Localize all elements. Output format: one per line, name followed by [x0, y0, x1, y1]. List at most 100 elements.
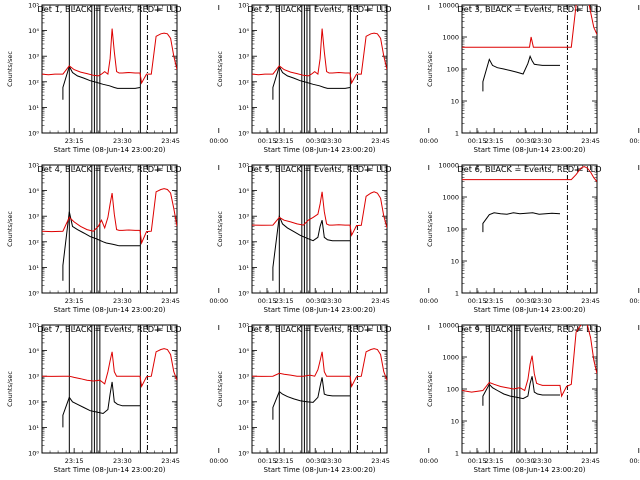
y-tick-label: 10²: [28, 238, 39, 246]
y-tick-label: 10⁴: [28, 187, 39, 195]
panel-title: Det 1, BLACK = Events, RED = LLD: [37, 4, 181, 14]
y-tick-label: 10⁴: [238, 347, 249, 355]
x-tick-label: 00:15: [468, 137, 487, 145]
panel-det-9: Det 9, BLACK = Events, RED = LLD Counts/s…: [426, 322, 640, 475]
x-tick-label: 00:00: [419, 297, 438, 305]
plot-frame: [251, 324, 388, 454]
y-tick-label: 1000: [442, 194, 459, 202]
x-tick-label: 23:45: [371, 457, 390, 465]
x-axis-label: Start Time (08-Jun-14 23:00:20): [474, 146, 586, 154]
y-tick-label: 1: [455, 450, 459, 458]
y-tick-label: 10¹: [238, 104, 249, 112]
panel-det-5: Det 5, BLACK = Events, RED = LLD Counts/s…: [216, 162, 535, 315]
series-line-lld: [252, 28, 387, 85]
y-tick-label: 10¹: [238, 424, 249, 432]
y-tick-label: 100: [447, 386, 459, 394]
y-tick-label: 10¹: [28, 264, 39, 272]
x-axis-label: Start Time (08-Jun-14 23:00:20): [54, 306, 166, 314]
y-tick-label: 10⁰: [28, 450, 39, 458]
attenuator-arrow-icon: [154, 166, 161, 172]
x-tick-label: 00:15: [258, 137, 277, 145]
y-tick-label: 10³: [28, 373, 39, 381]
series-line-events: [482, 212, 561, 233]
plot-frame: [251, 164, 388, 294]
x-tick-label: 00:15: [258, 457, 277, 465]
y-axis-label: Counts/sec: [6, 371, 14, 407]
series-line-lld: [462, 325, 597, 398]
x-tick-label: 00:30: [306, 137, 325, 145]
x-tick-label: 23:30: [323, 297, 342, 305]
x-tick-label: 00:30: [306, 297, 325, 305]
y-tick-label: 10¹: [28, 424, 39, 432]
x-tick-label: 23:15: [485, 297, 504, 305]
y-tick-label: 10⁰: [238, 290, 249, 298]
y-tick-label: 10⁴: [238, 27, 249, 35]
x-tick-label: 23:45: [371, 297, 390, 305]
series-line-lld: [462, 5, 597, 48]
y-tick-label: 10000: [438, 162, 459, 170]
x-tick-label: 23:15: [275, 457, 294, 465]
y-tick-label: 10: [451, 258, 459, 266]
x-tick-label: 00:30: [516, 457, 535, 465]
attenuator-arrow-icon: [364, 6, 371, 12]
x-tick-label: 00:00: [419, 137, 438, 145]
series-line-lld: [462, 165, 597, 183]
y-tick-label: 10⁵: [238, 162, 249, 170]
y-tick-label: 10²: [28, 398, 39, 406]
attenuator-arrow-icon: [364, 326, 371, 332]
x-tick-label: 23:15: [485, 137, 504, 145]
y-tick-label: 10³: [238, 213, 249, 221]
x-tick-label: 00:30: [516, 297, 535, 305]
panel-title: Det 2, BLACK = Events, RED = LLD: [247, 4, 391, 14]
series-line-lld: [42, 28, 177, 85]
x-tick-label: 23:45: [581, 297, 600, 305]
y-tick-label: 1: [455, 290, 459, 298]
y-tick-label: 10⁵: [28, 322, 39, 330]
y-tick-label: 10³: [28, 213, 39, 221]
y-tick-label: 10⁵: [238, 322, 249, 330]
x-axis-label: Start Time (08-Jun-14 23:00:20): [474, 466, 586, 474]
attenuator-arrow-icon: [154, 6, 161, 12]
x-tick-label: 23:30: [323, 457, 342, 465]
panel-title: Det 4, BLACK = Events, RED = LLD: [37, 164, 181, 174]
x-tick-label: 00:30: [306, 457, 325, 465]
y-tick-label: 10000: [438, 2, 459, 10]
y-tick-label: 10⁰: [28, 290, 39, 298]
y-tick-label: 10000: [438, 322, 459, 330]
x-tick-label: 00:15: [468, 457, 487, 465]
x-tick-label: 23:30: [113, 297, 132, 305]
attenuator-arrow-icon: [364, 166, 371, 172]
x-tick-label: 23:15: [275, 297, 294, 305]
y-axis-label: Counts/sec: [426, 211, 434, 247]
series-line-lld: [42, 188, 177, 245]
y-tick-label: 10²: [238, 238, 249, 246]
y-tick-label: 10³: [28, 53, 39, 61]
y-tick-label: 1: [455, 130, 459, 138]
y-tick-label: 10⁵: [28, 162, 39, 170]
panel-det-2: Det 2, BLACK = Events, RED = LLD Counts/s…: [216, 2, 535, 155]
panel-det-6: Det 6, BLACK = Events, RED = LLD Counts/s…: [426, 162, 640, 315]
panel-det-8: Det 8, BLACK = Events, RED = LLD Counts/s…: [216, 322, 535, 475]
y-tick-label: 10²: [238, 398, 249, 406]
x-axis-label: Start Time (08-Jun-14 23:00:20): [264, 466, 376, 474]
series-line-events: [272, 214, 350, 281]
x-tick-label: 23:45: [581, 457, 600, 465]
panel-det-1: Det 1, BLACK = Events, RED = LLD Counts/s…: [6, 2, 325, 155]
y-axis-label: Counts/sec: [216, 211, 224, 247]
y-tick-label: 10: [451, 98, 459, 106]
panel-title: Det 9, BLACK = Events, RED = LLD: [457, 324, 601, 334]
y-axis-label: Counts/sec: [216, 371, 224, 407]
y-tick-label: 100: [447, 226, 459, 234]
x-tick-label: 00:15: [468, 297, 487, 305]
x-tick-label: 00:00: [629, 137, 640, 145]
panel-det-3: Det 3, BLACK = Events, RED = LLD Counts/s…: [426, 2, 640, 155]
plot-frame: [41, 164, 178, 294]
x-tick-label: 23:45: [581, 137, 600, 145]
panel-title: Det 7, BLACK = Events, RED = LLD: [37, 324, 181, 334]
x-tick-label: 23:15: [65, 137, 84, 145]
y-tick-label: 10⁵: [28, 2, 39, 10]
y-tick-label: 1000: [442, 34, 459, 42]
x-tick-label: 00:30: [516, 137, 535, 145]
